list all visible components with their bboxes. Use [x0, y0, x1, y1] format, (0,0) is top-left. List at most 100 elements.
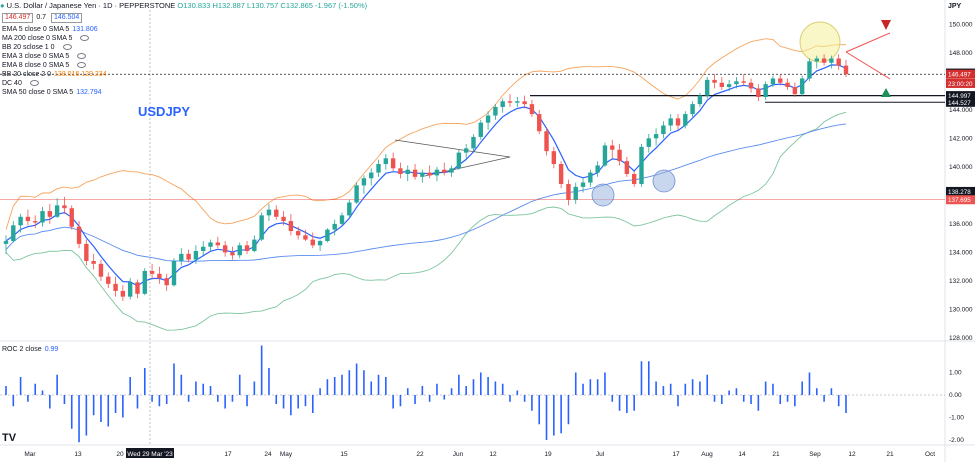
oscillator-label[interactable]: ROC 2 close	[2, 346, 42, 353]
candle-body	[244, 245, 250, 252]
y-tick-label: 144.000	[949, 107, 973, 114]
price-axis-tag	[946, 186, 975, 196]
projection-up-line	[845, 32, 891, 53]
indicator-row[interactable]: EMA 3 close 0 SMA 5	[2, 52, 110, 61]
roc-bar	[129, 377, 131, 395]
y-tick-label: 148.000	[949, 50, 973, 57]
indicator-row[interactable]: BB 20 close 2 0 138.016 129.234	[2, 70, 110, 79]
sell-price-box[interactable]: 146.497	[2, 13, 34, 23]
candle-body	[193, 251, 199, 260]
roc-bar	[370, 381, 373, 395]
roc-bar	[377, 374, 380, 395]
roc-bar	[304, 395, 307, 407]
symbol-title[interactable]: U.S. Dollar / Japanese Yen · 1D · PEPPER…	[6, 1, 176, 10]
roc-bar	[728, 390, 730, 395]
candle-body	[500, 101, 505, 107]
eye-icon[interactable]	[80, 35, 90, 42]
roc-tick-label: 1.00	[949, 370, 962, 377]
indicator-row[interactable]: BB 20 sclose 1 0	[2, 43, 110, 52]
indicator-row[interactable]: EMA 8 close 0 SMA 5	[2, 61, 110, 70]
ema5-line	[5, 64, 847, 287]
roc-bar	[633, 395, 635, 411]
roc-bar	[662, 386, 665, 395]
roc-tick-label: -1.00	[949, 415, 964, 422]
price-axis-tag-label: 144.527	[948, 100, 971, 107]
candle-body	[76, 226, 82, 244]
buy-price-box[interactable]: 146.504	[51, 13, 83, 23]
roc-bar	[596, 379, 599, 395]
eye-icon[interactable]	[77, 62, 87, 69]
candle-body	[807, 61, 812, 79]
candle-body	[456, 152, 462, 169]
roc-bar	[260, 345, 263, 395]
roc-bar	[560, 395, 562, 434]
ohlc-readout: O130.833 H132.887 L130.757 C132.865 -1.9…	[177, 1, 368, 10]
indicator-row[interactable]: EMA 5 close 0 SMA 5 131.806	[2, 25, 110, 34]
roc-bar	[224, 395, 226, 409]
eye-icon[interactable]	[77, 53, 87, 60]
candle-body	[54, 205, 60, 217]
x-tick-label: Aug	[701, 451, 713, 458]
indicator-row[interactable]: SMA 50 close 0 SMA 5 132.794	[2, 88, 110, 97]
eye-icon[interactable]	[62, 44, 72, 51]
roc-bar	[217, 395, 219, 402]
x-tick-label: 17	[224, 451, 232, 458]
candle-body	[434, 169, 440, 176]
roc-tick-label: 0.00	[949, 392, 962, 399]
roc-bar	[494, 381, 497, 395]
roc-bar	[173, 363, 175, 395]
projection-down-line	[845, 51, 891, 80]
roc-bar	[845, 395, 847, 413]
roc-bar	[19, 377, 22, 395]
roc-bar	[114, 395, 117, 413]
candle-body	[427, 172, 432, 176]
roc-bar	[319, 388, 321, 395]
bearish-arrow-icon	[881, 20, 891, 30]
candle-body	[69, 208, 74, 227]
roc-bar	[392, 395, 394, 409]
candle-body	[748, 82, 754, 89]
price-axis-tag	[946, 78, 975, 88]
roc-bar	[78, 395, 80, 443]
bollinger-upper-line	[5, 38, 846, 230]
roc-bar	[721, 395, 723, 404]
candle-body	[668, 118, 673, 126]
indicator-row[interactable]: MA 200 close 0 SMA 5	[2, 34, 110, 43]
crosshair-date-label: Wed 29 Mar '23	[127, 451, 173, 458]
roc-bar	[49, 395, 51, 409]
roc-bar	[363, 370, 365, 395]
roc-tick-label: -2.00	[949, 437, 964, 444]
indicator-value: 132.794	[76, 89, 102, 96]
x-tick-label: 22	[416, 451, 424, 458]
candle-body	[40, 211, 45, 223]
x-tick-label: Sep	[809, 451, 821, 458]
indicator-label: BB 20 sclose 1 0	[2, 44, 55, 51]
roc-bar	[92, 395, 95, 416]
candle-body	[595, 165, 600, 173]
roc-bar	[706, 374, 709, 395]
double-bottom-circle-2	[652, 169, 676, 193]
roc-bar	[830, 388, 833, 395]
eye-icon[interactable]	[29, 80, 39, 87]
candle-body	[142, 270, 147, 294]
indicator-row[interactable]: DC 40	[2, 79, 110, 88]
price-axis-tag	[946, 91, 975, 101]
candle-body	[558, 164, 564, 184]
roc-bar	[640, 361, 643, 395]
y-tick-label: 136.000	[949, 221, 973, 228]
indicator-value: 131.806	[72, 26, 98, 33]
tradingview-logo[interactable]: TV	[2, 432, 17, 444]
candle-body	[398, 168, 403, 174]
price-axis-tag	[946, 69, 975, 79]
indicator-value: 138.016 129.234	[54, 71, 107, 78]
candle-body	[354, 185, 359, 203]
candle-body	[288, 221, 294, 232]
sma50-line	[5, 123, 847, 262]
roc-bar	[136, 395, 139, 409]
roc-bar	[443, 395, 446, 400]
roc-bar	[202, 383, 205, 395]
candle-body	[120, 290, 126, 297]
roc-bar	[70, 395, 73, 429]
x-tick-label: Mar	[24, 451, 36, 458]
